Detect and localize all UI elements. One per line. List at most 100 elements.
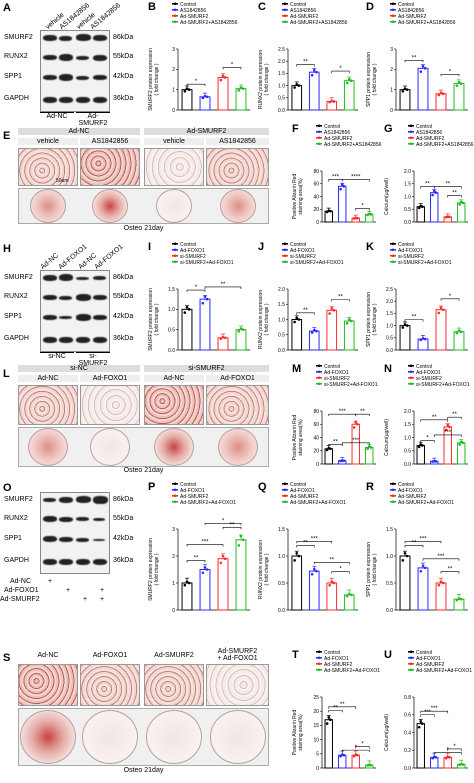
- bar: [457, 202, 466, 223]
- legend-marker: [409, 656, 413, 660]
- micrograph: [18, 148, 78, 186]
- data-point: [345, 594, 349, 598]
- culture-well: [30, 189, 66, 223]
- data-point: [201, 96, 205, 100]
- data-point: [350, 593, 353, 597]
- legend-label: Ad-SMURF2: [290, 14, 319, 20]
- data-point: [439, 91, 443, 95]
- bar: [199, 569, 211, 611]
- data-point: [205, 95, 209, 99]
- blot-row-label: RUNX2: [4, 53, 28, 60]
- data-point: [455, 331, 459, 335]
- legend-marker: [391, 8, 395, 12]
- panel-label: J: [258, 241, 264, 253]
- bar: [416, 206, 425, 223]
- western-blot-a: vehicle AS1842856 vehicle AS1842856 SMUR…: [0, 0, 142, 127]
- bar: [217, 337, 229, 351]
- legend-label: Control: [324, 124, 340, 130]
- significance-label: **: [452, 412, 457, 418]
- legend-label: Control: [290, 242, 306, 248]
- blot-row-label: RUNX2: [4, 515, 28, 522]
- data-point: [441, 308, 445, 312]
- bar: [416, 444, 425, 465]
- significance-label: **: [333, 439, 338, 445]
- significance-bracket: [186, 289, 206, 293]
- chart-m: M Control Ad-FOXO1 si-SMURF2 si-SMURF2+Ad-FO…: [290, 362, 382, 474]
- chart-d: D Control AS1842856 Ad-SMURF2 Ad-SMURF2+AS18…: [364, 0, 474, 120]
- data-point: [239, 86, 243, 89]
- chart-f: F Control AS1842856 Ad-SMURF2 Ad-SMURF2+AS18…: [290, 122, 382, 232]
- y-tick-label: 2.0: [404, 169, 411, 175]
- bar-chart-svg: Q ControlAd-FOXO1Ad-SMURF2Ad-SMURF2+Ad-FO…: [258, 481, 358, 614]
- data-point: [237, 89, 241, 92]
- significance-bracket: [440, 73, 460, 77]
- chart-q: Q Control Ad-FOXO1 Ad-SMURF2 Ad-SMURF2+Ad-FO…: [256, 480, 364, 620]
- blot-row-label: GAPDH: [4, 335, 29, 342]
- y-tick-label: 0.0: [168, 348, 175, 354]
- data-point: [342, 459, 346, 462]
- data-point: [221, 554, 225, 558]
- legend-marker: [283, 2, 287, 6]
- bar: [338, 185, 347, 223]
- legend-marker: [173, 482, 177, 486]
- data-point: [461, 763, 465, 766]
- y-tick-label: 2.5: [278, 47, 285, 53]
- chart-i: I Control Ad-FOXO1 si-SMURF2 si-SMURF2+Ad-FO…: [146, 240, 256, 360]
- bar: [343, 594, 355, 611]
- bar: [417, 338, 429, 351]
- legend-marker: [317, 662, 321, 666]
- culture-well: [220, 189, 256, 223]
- significance-label: *: [447, 748, 450, 754]
- data-point: [356, 216, 359, 220]
- micrograph: [18, 664, 78, 706]
- legend-marker: [283, 482, 287, 486]
- significance-bracket: [404, 545, 424, 548]
- bar: [181, 582, 193, 611]
- panel-label: K: [366, 241, 374, 253]
- legend-label: Control: [416, 650, 432, 656]
- data-point: [219, 78, 223, 82]
- significance-bracket: [341, 179, 370, 182]
- chart-p: P Control Ad-FOXO1 Ad-SMURF2 Ad-SMURF2+Ad-FO…: [146, 480, 256, 620]
- data-point: [239, 534, 243, 538]
- chart-r: R Control Ad-FOXO1 Ad-SMURF2 Ad-SMURF2+Ad-FO…: [364, 480, 474, 620]
- bar-chart-svg: I ControlAd-FOXO1si-SMURF2si-SMURF2+Ad-FO…: [148, 241, 250, 354]
- kda-label: 42kDa: [113, 73, 134, 80]
- legend-marker: [409, 370, 413, 374]
- legend-label: Ad-FOXO1: [398, 248, 423, 254]
- y-tick-label: 2.0: [404, 409, 411, 415]
- legend-label: Ad-SMURF2: [398, 494, 427, 500]
- bar: [399, 325, 411, 351]
- significance-bracket: [328, 706, 357, 709]
- data-point: [297, 554, 301, 558]
- chart-b: B Control AS1842856 Ad-SMURF2 Ad-SMURF2+AS18…: [146, 0, 256, 120]
- bar: [351, 754, 360, 769]
- significance-bracket: [404, 59, 424, 63]
- bar: [235, 539, 247, 611]
- y-axis-label: Positive Alizarin Red: [292, 709, 298, 755]
- legend-marker: [173, 8, 177, 12]
- legend-label: Ad-SMURF2: [398, 14, 427, 20]
- legend-marker: [391, 20, 395, 24]
- significance-bracket: [447, 748, 462, 751]
- panel-label: F: [292, 123, 299, 135]
- legend-marker: [317, 656, 321, 660]
- data-point: [458, 443, 461, 446]
- data-point: [332, 309, 336, 312]
- significance-bracket: [331, 571, 350, 574]
- significance-label: ***: [424, 710, 432, 716]
- legend-marker: [173, 494, 177, 498]
- significance-bracket: [355, 746, 370, 749]
- legend-label: AS1842856: [416, 130, 442, 136]
- data-point: [330, 307, 334, 310]
- significance-label: *: [361, 742, 364, 748]
- legend-marker: [283, 14, 287, 18]
- bar: [326, 582, 338, 611]
- data-point: [201, 571, 205, 575]
- significance-label: **: [230, 522, 235, 528]
- data-point: [185, 87, 189, 90]
- y-axis-label: RUNX2 protein expression: [258, 50, 264, 109]
- y-tick-label: 1: [172, 87, 175, 93]
- y-tick-label: 2.0: [278, 59, 285, 65]
- data-point: [203, 566, 207, 569]
